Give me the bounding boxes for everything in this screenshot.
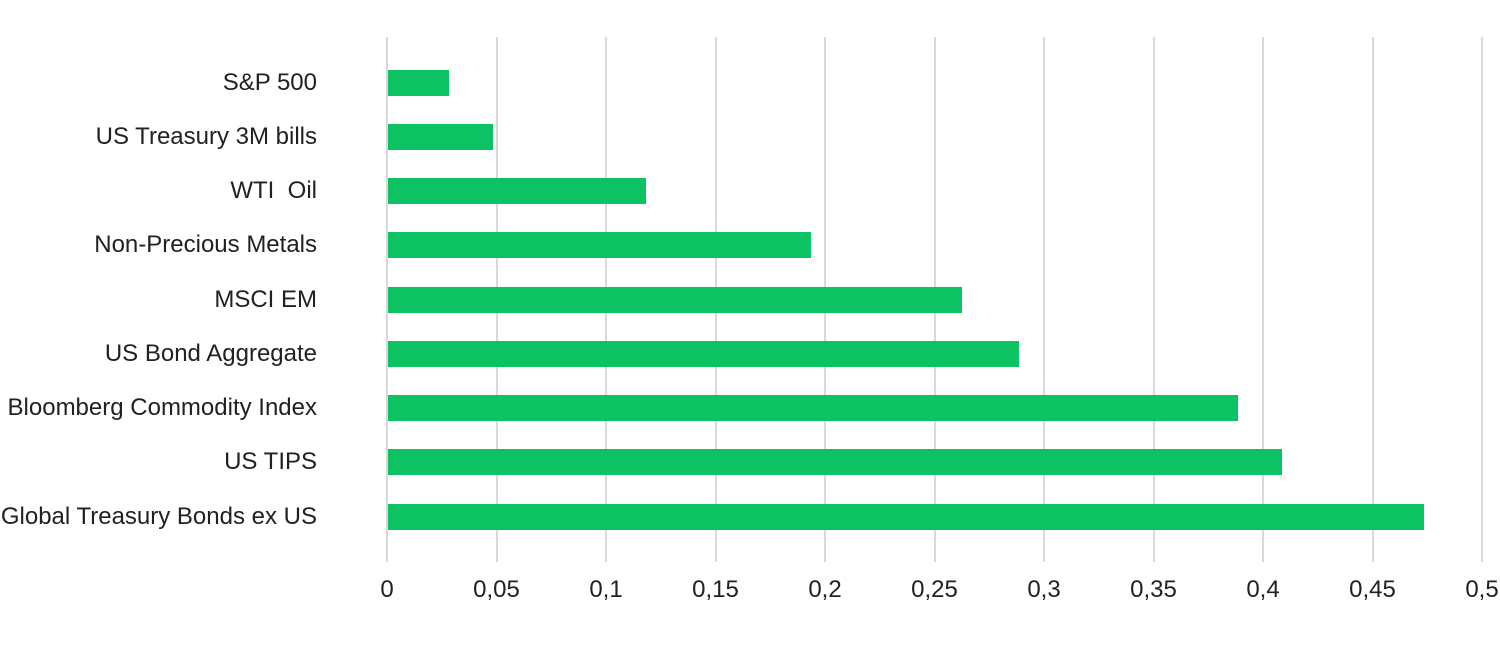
bar xyxy=(388,395,1238,421)
x-tick-label: 0,4 xyxy=(1246,576,1280,603)
category-label: US Treasury 3M bills xyxy=(95,122,317,150)
x-tick-label: 0,35 xyxy=(1130,576,1177,603)
category-label: Bloomberg Commodity Index xyxy=(7,394,317,421)
bar xyxy=(388,232,811,259)
bar xyxy=(388,123,494,150)
bar xyxy=(388,503,1424,530)
bar xyxy=(388,286,962,313)
x-tick-label: 0 xyxy=(380,576,394,603)
gridline xyxy=(1152,37,1155,562)
category-label: WTI Oil xyxy=(230,177,317,204)
x-tick-label: 0,3 xyxy=(1027,576,1061,603)
gridline xyxy=(1043,37,1045,562)
bar xyxy=(388,340,1019,367)
gridline xyxy=(1262,37,1264,562)
category-label: US Bond Aggregate xyxy=(104,339,317,367)
x-tick-label: 0,5 xyxy=(1465,576,1499,603)
category-label: Non-Precious Metals xyxy=(94,231,317,259)
bar xyxy=(388,178,647,204)
x-tick-label: 0,2 xyxy=(808,576,842,603)
category-label: MSCI EM xyxy=(214,285,317,313)
gridline xyxy=(1481,37,1483,562)
gridline xyxy=(386,37,388,562)
category-label: Global Treasury Bonds ex US xyxy=(0,502,317,530)
x-tick-label: 0,15 xyxy=(692,576,739,603)
x-tick-label: 0,05 xyxy=(473,576,520,603)
gridline xyxy=(1371,37,1374,562)
x-tick-label: 0,25 xyxy=(911,576,958,603)
plot-area xyxy=(386,37,1483,562)
x-tick-label: 0,45 xyxy=(1349,576,1396,603)
category-label: S&P 500 xyxy=(222,68,317,96)
x-tick-label: 0,1 xyxy=(589,576,623,603)
category-label: US TIPS xyxy=(224,448,317,476)
bar xyxy=(388,69,450,96)
bar xyxy=(388,449,1282,476)
